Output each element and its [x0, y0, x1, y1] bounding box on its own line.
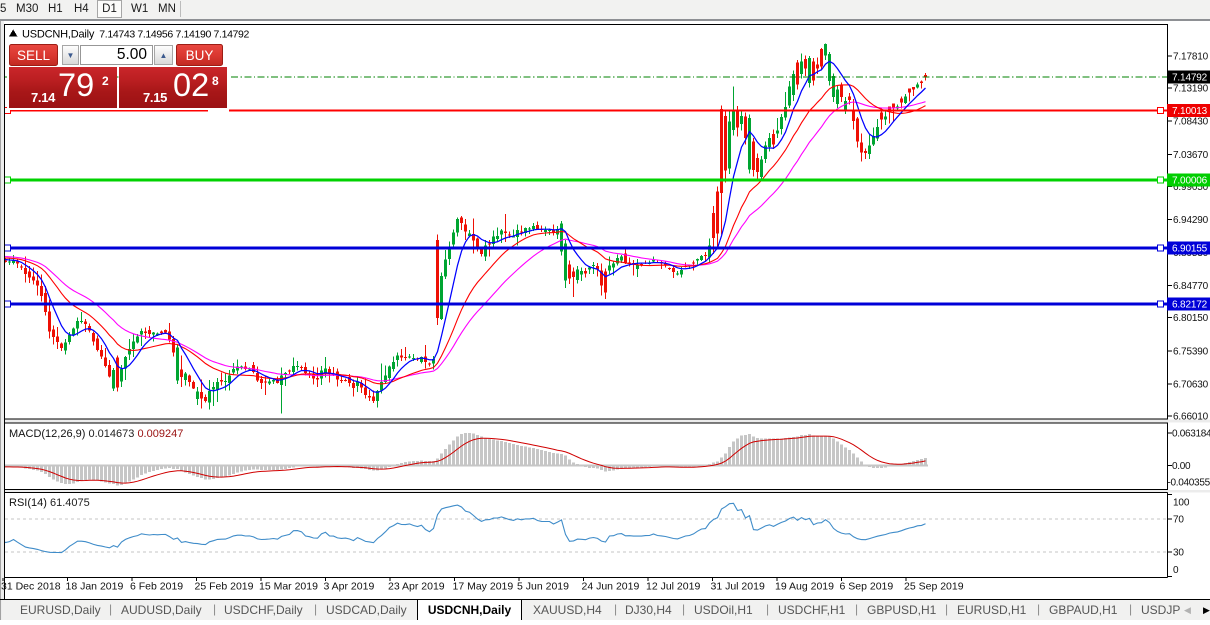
svg-text:7.17810: 7.17810	[1173, 52, 1209, 63]
svg-text:6.94290: 6.94290	[1173, 215, 1209, 226]
svg-text:100: 100	[1173, 498, 1190, 509]
svg-text:25 Sep 2019: 25 Sep 2019	[904, 581, 964, 593]
svg-text:6 Feb 2019: 6 Feb 2019	[130, 581, 183, 593]
svg-text:23 Apr 2019: 23 Apr 2019	[388, 581, 445, 593]
svg-text:7.00006: 7.00006	[1172, 176, 1208, 187]
svg-text:7.10013: 7.10013	[1172, 106, 1208, 117]
svg-text:RSI(14) 61.4075: RSI(14) 61.4075	[9, 497, 90, 509]
svg-text:5 Jun 2019: 5 Jun 2019	[517, 581, 569, 593]
svg-text:70: 70	[1173, 515, 1184, 526]
svg-text:25 Feb 2019: 25 Feb 2019	[195, 581, 254, 593]
svg-text:3 Apr 2019: 3 Apr 2019	[324, 581, 375, 593]
svg-text:6.70630: 6.70630	[1173, 379, 1209, 390]
svg-text:6.66010: 6.66010	[1173, 412, 1209, 423]
svg-text:6.90155: 6.90155	[1172, 244, 1208, 255]
svg-text:MACD(12,26,9) 0.014673 0.00924: MACD(12,26,9) 0.014673 0.009247	[9, 428, 183, 440]
svg-text:6.80150: 6.80150	[1173, 313, 1209, 324]
svg-text:6 Sep 2019: 6 Sep 2019	[840, 581, 894, 593]
svg-text:12 Jul 2019: 12 Jul 2019	[646, 581, 700, 593]
svg-text:31 Jul 2019: 31 Jul 2019	[711, 581, 765, 593]
svg-text:18 Jan 2019: 18 Jan 2019	[66, 581, 124, 593]
svg-text:USDCNH,Daily 7.14743 7.14956: USDCNH,Daily 7.14743 7.14956 7.14190 7.1…	[22, 29, 250, 41]
svg-text:0.063184: 0.063184	[1172, 428, 1210, 439]
svg-text:6.75390: 6.75390	[1173, 346, 1209, 357]
svg-text:7.08430: 7.08430	[1173, 117, 1209, 128]
svg-text:19 Aug 2019: 19 Aug 2019	[775, 581, 834, 593]
svg-text:24 Jun 2019: 24 Jun 2019	[582, 581, 640, 593]
svg-text:17 May 2019: 17 May 2019	[453, 581, 514, 593]
svg-text:7.14792: 7.14792	[1172, 73, 1208, 84]
svg-text:6.84770: 6.84770	[1173, 281, 1209, 292]
svg-text:7.13190: 7.13190	[1173, 84, 1209, 95]
svg-text:0.00: 0.00	[1172, 461, 1191, 472]
svg-text:31 Dec 2018: 31 Dec 2018	[1, 581, 61, 593]
svg-text:7.03670: 7.03670	[1173, 150, 1209, 161]
svg-text:-0.040355: -0.040355	[1168, 478, 1210, 489]
svg-text:30: 30	[1173, 547, 1184, 558]
svg-text:15 Mar 2019: 15 Mar 2019	[259, 581, 318, 593]
svg-text:6.82172: 6.82172	[1172, 300, 1208, 311]
svg-text:0: 0	[1173, 565, 1179, 576]
